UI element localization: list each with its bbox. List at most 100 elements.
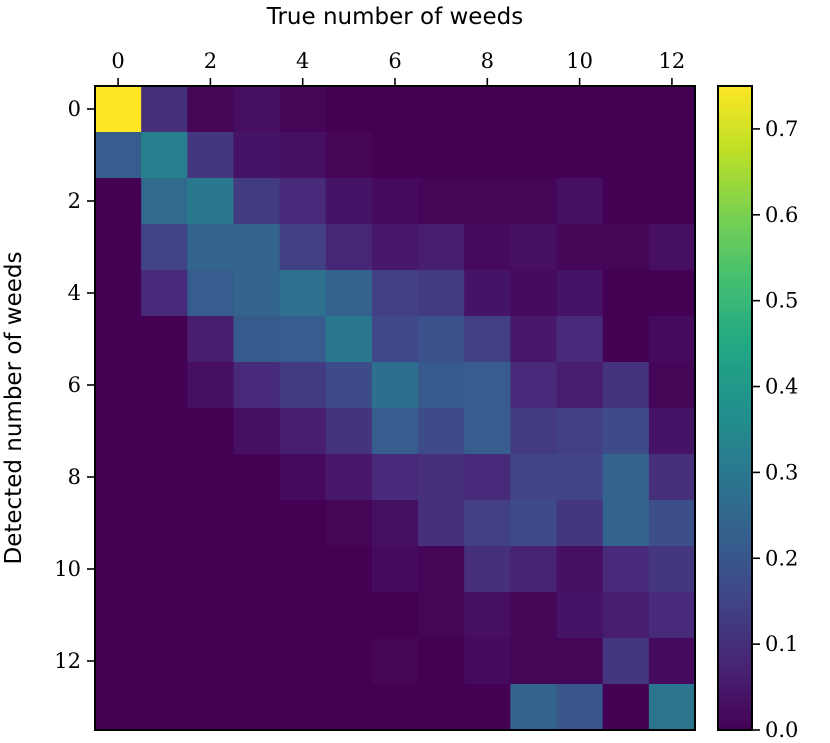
y-tick-label: 10 bbox=[54, 557, 81, 581]
heatmap-cell-r5-c1 bbox=[141, 316, 188, 363]
heatmap-cell-r11-c12 bbox=[648, 592, 696, 639]
heatmap-cell-r2-c0 bbox=[95, 178, 142, 225]
heatmap-cell-r12-c12 bbox=[648, 638, 696, 685]
heatmap-cell-r7-c7 bbox=[418, 408, 465, 455]
heatmap-cell-r4-c9 bbox=[510, 270, 558, 317]
heatmap-cell-r6-c9 bbox=[510, 362, 558, 409]
heatmap-cell-r13-c2 bbox=[187, 684, 235, 731]
heatmap-cell-r7-c6 bbox=[371, 408, 419, 455]
heatmap-cell-r4-c0 bbox=[95, 270, 142, 317]
x-tick-label: 2 bbox=[204, 49, 217, 73]
heatmap-cell-r6-c11 bbox=[602, 362, 650, 409]
heatmap-cell-r5-c5 bbox=[325, 316, 373, 363]
heatmap-cell-r2-c2 bbox=[187, 178, 235, 225]
heatmap-cell-r2-c5 bbox=[325, 178, 373, 225]
heatmap-cell-r8-c11 bbox=[602, 454, 650, 501]
heatmap-cell-r3-c1 bbox=[141, 224, 188, 271]
heatmap-cell-r6-c1 bbox=[141, 362, 188, 409]
heatmap-cell-r8-c6 bbox=[371, 454, 419, 501]
heatmap-cell-r6-c6 bbox=[371, 362, 419, 409]
heatmap-cell-r10-c4 bbox=[279, 546, 327, 593]
heatmap-cell-r0-c4 bbox=[279, 86, 327, 133]
heatmap-cell-r8-c4 bbox=[279, 454, 327, 501]
heatmap-cell-r4-c10 bbox=[556, 270, 604, 317]
heatmap-cell-r8-c9 bbox=[510, 454, 558, 501]
colorbar-tick-label: 0.6 bbox=[765, 203, 798, 227]
heatmap-cell-r0-c9 bbox=[510, 86, 558, 133]
heatmap-cell-r1-c4 bbox=[279, 132, 327, 179]
heatmap-cell-r3-c3 bbox=[233, 224, 281, 271]
heatmap-cell-r11-c2 bbox=[187, 592, 235, 639]
heatmap-cell-r6-c10 bbox=[556, 362, 604, 409]
heatmap-cell-r3-c12 bbox=[648, 224, 696, 271]
heatmap-cell-r13-c8 bbox=[464, 684, 511, 731]
heatmap-cell-r7-c4 bbox=[279, 408, 327, 455]
heatmap-cell-r6-c5 bbox=[325, 362, 373, 409]
heatmap-cell-r7-c0 bbox=[95, 408, 142, 455]
colorbar-ticks: 0.0 0.1 0.2 0.3 0.4 0.5 0.6 0.7 bbox=[752, 117, 798, 742]
heatmap-cell-r13-c10 bbox=[556, 684, 604, 731]
y-tick-label: 6 bbox=[68, 373, 81, 397]
x-tick-label: 8 bbox=[481, 49, 494, 73]
heatmap-cell-r10-c11 bbox=[602, 546, 650, 593]
heatmap-cell-r6-c0 bbox=[95, 362, 142, 409]
heatmap-cell-r7-c9 bbox=[510, 408, 558, 455]
y-tick-label: 2 bbox=[68, 189, 81, 213]
heatmap-cell-r1-c10 bbox=[556, 132, 604, 179]
heatmap-cell-r12-c11 bbox=[602, 638, 650, 685]
heatmap-cell-r12-c3 bbox=[233, 638, 281, 685]
heatmap-cell-r5-c0 bbox=[95, 316, 142, 363]
heatmap-cell-r1-c0 bbox=[95, 132, 142, 179]
colorbar-tick-label: 0.3 bbox=[765, 460, 798, 484]
heatmap-cell-r8-c3 bbox=[233, 454, 281, 501]
heatmap-cell-r11-c7 bbox=[418, 592, 465, 639]
heatmap-cell-r1-c12 bbox=[648, 132, 696, 179]
heatmap-cell-r6-c8 bbox=[464, 362, 511, 409]
heatmap-cell-r0-c10 bbox=[556, 86, 604, 133]
heatmap-cell-r0-c7 bbox=[418, 86, 465, 133]
heatmap-cell-r4-c5 bbox=[325, 270, 373, 317]
heatmap-cell-r8-c1 bbox=[141, 454, 188, 501]
x-axis-ticks: 0 2 4 6 8 10 12 bbox=[111, 49, 685, 86]
heatmap-cell-r12-c2 bbox=[187, 638, 235, 685]
heatmap-cell-r12-c8 bbox=[464, 638, 511, 685]
heatmap-cell-r0-c1 bbox=[141, 86, 188, 133]
heatmap-cell-r5-c2 bbox=[187, 316, 235, 363]
heatmap-cell-r5-c11 bbox=[602, 316, 650, 363]
heatmap-cell-r13-c12 bbox=[648, 684, 696, 731]
x-tick-label: 6 bbox=[388, 49, 401, 73]
heatmap-cell-r2-c12 bbox=[648, 178, 696, 225]
heatmap-cell-r6-c4 bbox=[279, 362, 327, 409]
heatmap-cell-r5-c4 bbox=[279, 316, 327, 363]
heatmap-cell-r11-c0 bbox=[95, 592, 142, 639]
heatmap-cell-r8-c5 bbox=[325, 454, 373, 501]
heatmap-cell-r4-c11 bbox=[602, 270, 650, 317]
heatmap-cell-r12-c1 bbox=[141, 638, 188, 685]
heatmap-cell-r10-c1 bbox=[141, 546, 188, 593]
heatmap-cell-r10-c0 bbox=[95, 546, 142, 593]
heatmap-cell-r11-c9 bbox=[510, 592, 558, 639]
heatmap-cell-r1-c1 bbox=[141, 132, 188, 179]
heatmap-cell-r0-c8 bbox=[464, 86, 511, 133]
heatmap-cell-r9-c1 bbox=[141, 500, 188, 547]
heatmap-cell-r11-c1 bbox=[141, 592, 188, 639]
heatmap-cell-r5-c6 bbox=[371, 316, 419, 363]
heatmap-cell-r13-c3 bbox=[233, 684, 281, 731]
heatmap-cell-r13-c6 bbox=[371, 684, 419, 731]
heatmap-cell-r7-c3 bbox=[233, 408, 281, 455]
colorbar-tick-label: 0.1 bbox=[765, 632, 798, 656]
y-tick-label: 8 bbox=[68, 465, 81, 489]
y-axis-ticks: 0 2 4 6 8 10 12 bbox=[54, 97, 95, 673]
heatmap-cell-r6-c7 bbox=[418, 362, 465, 409]
x-tick-label: 10 bbox=[566, 49, 593, 73]
heatmap-cell-r3-c5 bbox=[325, 224, 373, 271]
heatmap-cell-r0-c3 bbox=[233, 86, 281, 133]
heatmap-cell-r5-c10 bbox=[556, 316, 604, 363]
heatmap-cell-r3-c7 bbox=[418, 224, 465, 271]
heatmap-cell-r9-c2 bbox=[187, 500, 235, 547]
heatmap-cell-r3-c11 bbox=[602, 224, 650, 271]
heatmap-cell-r8-c7 bbox=[418, 454, 465, 501]
heatmap-cell-r3-c9 bbox=[510, 224, 558, 271]
heatmap-cell-r4-c6 bbox=[371, 270, 419, 317]
heatmap-cell-r9-c6 bbox=[371, 500, 419, 547]
